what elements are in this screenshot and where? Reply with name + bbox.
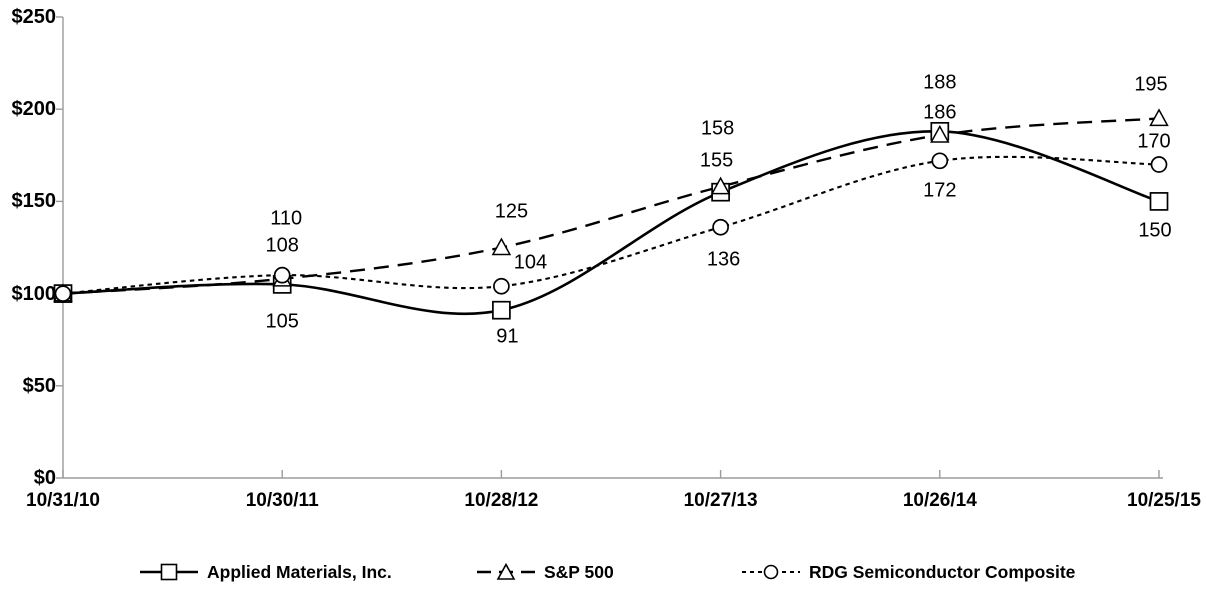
data-value-label: 186 [923,101,957,124]
applied-materials-inc-line [62,130,1160,316]
circle-marker [273,266,291,284]
square-marker [1149,192,1169,211]
triangle-marker [930,124,950,143]
x-tick-label: 10/27/13 [683,490,758,511]
sp500-line-swatch [477,562,535,580]
circle-marker-icon [763,564,779,580]
applied-materials-line-swatch [140,563,198,581]
legend-item-applied-materials: Applied Materials, Inc. [140,558,392,586]
data-value-label: 125 [494,200,529,222]
triangle-marker [710,176,731,195]
data-value-label: 91 [496,325,519,348]
circle-marker [931,152,949,170]
circle-marker [712,218,729,236]
x-tick-label: 10/31/10 [26,490,100,511]
data-value-label: 104 [513,251,548,274]
legend-label-sp500: S&P 500 [544,561,614,582]
legend-label-rdg-semiconductor: RDG Semiconductor Composite [809,561,1076,582]
x-tick-label: 10/25/15 [1127,490,1201,511]
rdg-semiconductor-composite-line [62,155,1160,295]
triangle-marker [491,237,512,256]
x-tick-label: 10/30/11 [245,490,319,511]
legend-item-sp500: S&P 500 [477,558,614,586]
y-tick-label: $200 [11,98,57,121]
data-value-label: 195 [1134,73,1168,96]
legend-item-rdg-semiconductor: RDG Semiconductor Composite [742,558,1075,586]
circle-marker [493,277,510,295]
s-p-500-line [62,117,1160,295]
data-value-label: 170 [1137,130,1171,153]
data-value-label: 105 [265,310,299,333]
data-value-label: 110 [270,207,303,230]
x-tick-label: 10/28/12 [464,490,539,511]
data-value-label: 150 [1138,219,1172,242]
triangle-marker [1149,108,1169,127]
data-value-label: 172 [923,179,957,202]
legend-label-applied-materials: Applied Materials, Inc. [207,561,392,582]
y-tick-label: $250 [11,6,57,28]
data-value-label: 155 [699,149,734,172]
circle-marker [1150,156,1168,173]
data-value-label: 158 [700,117,735,140]
y-tick-label: $0 [33,467,56,489]
circle-marker [54,285,72,302]
y-tick-label: $100 [11,282,57,305]
data-value-label: 108 [265,234,299,257]
square-marker [492,300,511,320]
y-tick-label: $150 [11,190,57,213]
data-value-label: 188 [923,71,957,94]
rdg-line-swatch [742,564,800,580]
y-tick-label: $50 [22,374,56,397]
triangle-marker-icon [496,562,516,580]
data-value-label: 136 [706,248,741,271]
x-tick-label: 10/26/14 [902,490,977,511]
square-marker-icon [160,563,178,581]
